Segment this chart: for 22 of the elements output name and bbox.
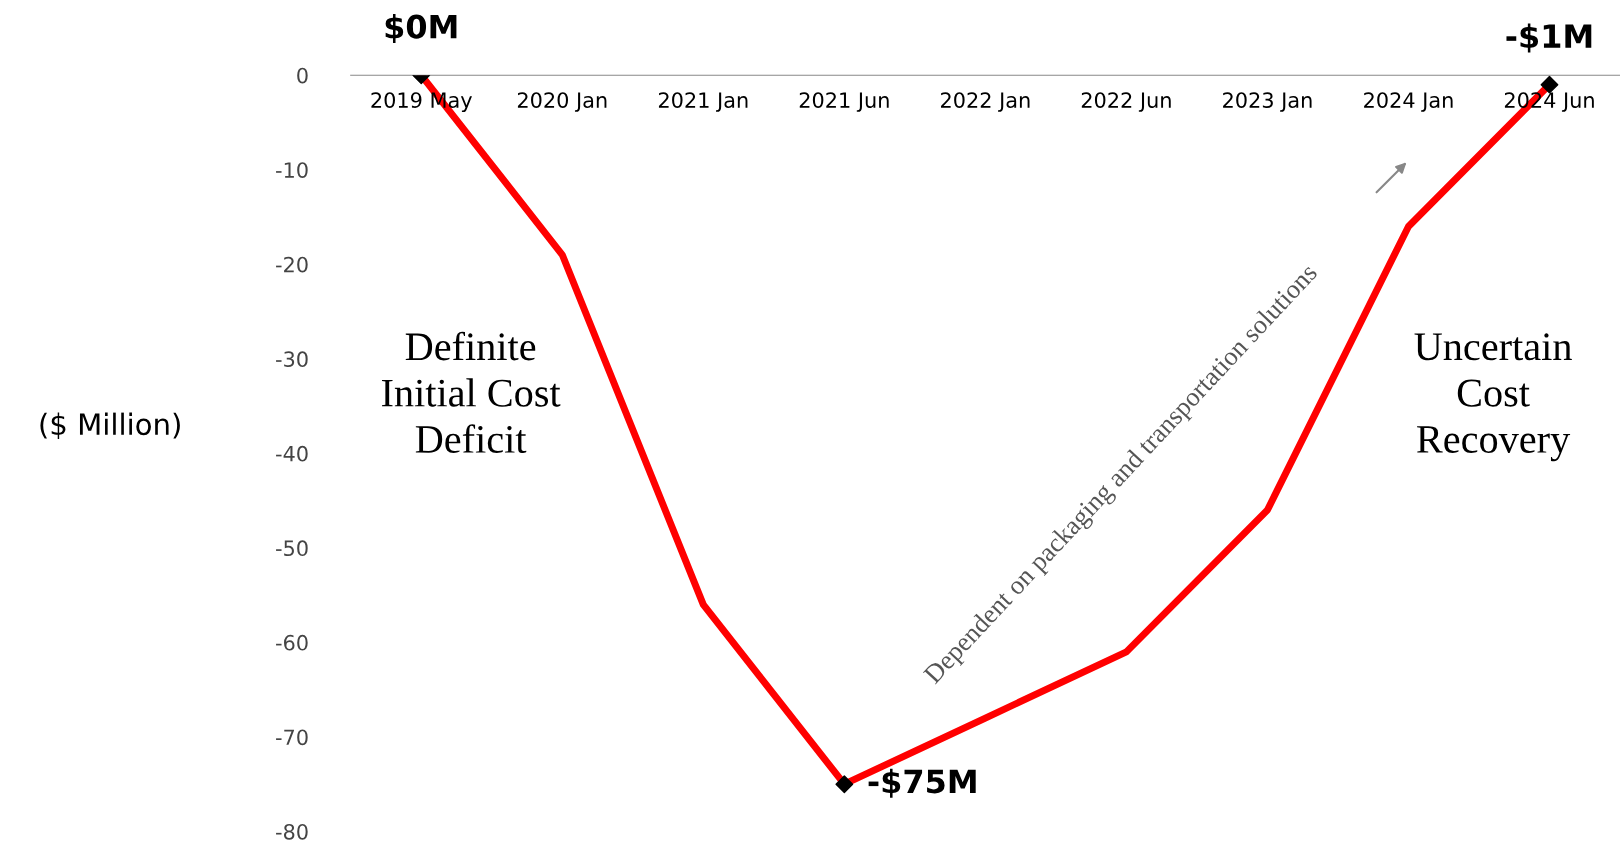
y-tick-label: -30: [276, 351, 308, 368]
y-tick-label: -60: [276, 634, 308, 651]
x-tick-label: 2021 Jan: [658, 92, 748, 112]
data-label: -$1M: [1506, 23, 1592, 53]
y-tick-label: -80: [276, 823, 308, 840]
y-tick-label: -70: [276, 729, 308, 746]
data-label: -$75M: [868, 768, 976, 798]
x-tick-label: 2022 Jan: [941, 92, 1030, 112]
x-tick-label: 2023 Jan: [1223, 92, 1312, 112]
data-label: $0M: [385, 14, 457, 44]
y-axis-title: ($ Million): [40, 412, 180, 440]
annotation: Uncertain Cost Recovery: [1414, 333, 1572, 462]
y-tick-label: -40: [276, 445, 308, 462]
x-tick-label: 2021 Jun: [799, 92, 889, 112]
x-tick-label: 2022 Jun: [1081, 92, 1171, 112]
y-tick-label: -10: [276, 162, 308, 178]
y-tick-label: -50: [276, 540, 308, 557]
x-tick-label: 2024 Jan: [1364, 92, 1453, 112]
y-tick-label: 0: [297, 67, 308, 84]
annotation: Definite Initial Cost Deficit: [381, 331, 561, 454]
y-tick-label: -20: [276, 256, 308, 273]
x-tick-label: 2020 Jan: [517, 92, 607, 112]
